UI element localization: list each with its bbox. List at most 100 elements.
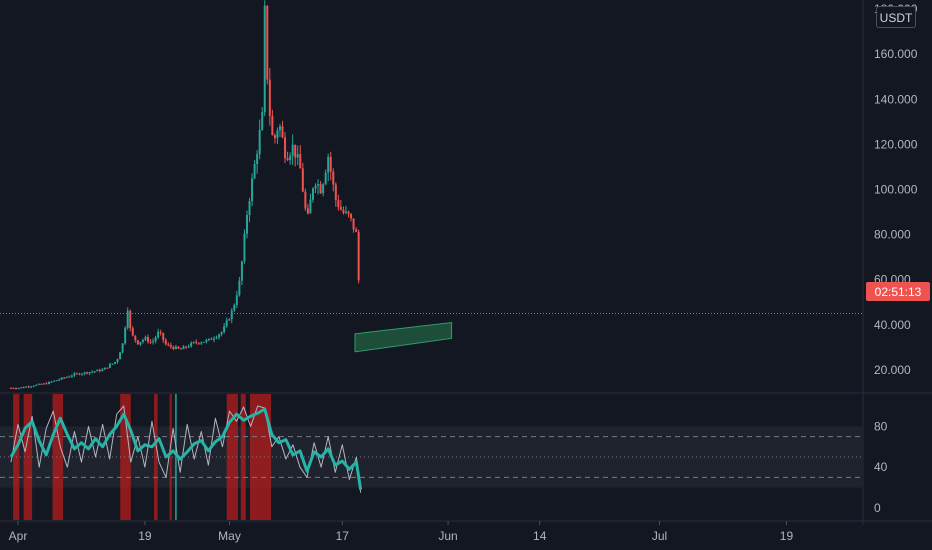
candle-body (322, 184, 325, 194)
time-tick-label: Jun (438, 529, 457, 543)
candle-body (299, 154, 302, 169)
candle-body (243, 233, 246, 262)
candle-body (314, 185, 317, 189)
candle-body (268, 79, 271, 116)
time-tick-label: Apr (9, 529, 28, 543)
candle-body (111, 363, 114, 365)
candle-body (96, 369, 99, 372)
target-zone-box[interactable] (354, 321, 453, 353)
countdown-badge: 02:51:13 (866, 282, 930, 301)
candle-body (75, 373, 78, 375)
candle-body (86, 372, 89, 374)
candle-body (192, 341, 195, 343)
candle-body (159, 331, 162, 333)
candle-body (9, 387, 12, 389)
time-tick-label: 17 (336, 529, 350, 543)
candle-body (195, 341, 198, 343)
candle-body (179, 348, 182, 350)
candle-body (40, 383, 43, 385)
candle-body (215, 337, 218, 339)
time-tick-label: 19 (780, 529, 794, 543)
candle-body (337, 199, 340, 208)
quote-currency-badge[interactable]: USDT (876, 6, 916, 28)
price-tick-label: 160.000 (874, 47, 918, 61)
rsi-line (9, 407, 363, 490)
candle-body (182, 346, 185, 350)
candle-body (68, 376, 71, 378)
candle-body (281, 126, 284, 138)
candle-body (342, 209, 345, 213)
candle-body (119, 352, 122, 360)
candle-body (101, 369, 104, 372)
rsi-indicator-pane[interactable] (0, 394, 862, 520)
candle-body (207, 338, 210, 341)
candle-body (332, 171, 335, 185)
candle-body (20, 387, 23, 389)
candle-body (197, 342, 200, 344)
candle-body (273, 135, 276, 139)
rsi-axis: 0 40 80 (874, 419, 888, 515)
candle-body (200, 342, 203, 344)
price-tick-label: 100.000 (874, 183, 918, 197)
time-tick-label: May (218, 529, 241, 543)
candle-body (238, 280, 241, 296)
candle-body (258, 129, 261, 155)
candle-body (324, 172, 327, 185)
candle-body (126, 310, 129, 328)
price-tick-label: 140.000 (874, 92, 918, 106)
time-tick-label: Jul (652, 529, 667, 543)
candle-body (327, 156, 330, 173)
candlestick-series (9, 0, 360, 390)
candle-body (240, 261, 243, 281)
candle-body (114, 361, 117, 364)
candle-body (83, 372, 86, 374)
price-tick-label: 80.000 (874, 228, 911, 242)
candle-body (162, 332, 165, 340)
candle-body (334, 184, 337, 200)
candle-body (93, 371, 96, 373)
candle-body (235, 295, 238, 305)
candle-body (220, 332, 223, 335)
price-tick-label: 120.000 (874, 137, 918, 151)
candle-body (177, 346, 180, 349)
candle-body (144, 337, 147, 340)
candle-body (296, 154, 299, 158)
time-axis[interactable]: Apr 19 May 17 Jun 14 Jul 19 (9, 521, 794, 543)
countdown-badge-bg (866, 282, 930, 301)
candle-body (218, 334, 221, 338)
rsi-tick-label: 80 (874, 419, 888, 433)
candle-body (245, 215, 248, 234)
candle-body (42, 383, 45, 385)
candle-body (230, 310, 233, 320)
candle-body (190, 342, 193, 347)
candle-body (55, 380, 58, 382)
candle-body (65, 376, 68, 378)
candle-body (108, 364, 111, 368)
candle-body (32, 385, 35, 387)
candle-body (63, 377, 66, 379)
candle-body (256, 154, 259, 164)
candle-body (48, 381, 51, 385)
candle-body (263, 5, 266, 113)
candle-body (251, 178, 254, 202)
candle-body (174, 346, 177, 349)
candle-body (271, 115, 274, 136)
candle-body (352, 218, 355, 230)
price-pane[interactable] (0, 0, 863, 390)
candle-body (70, 375, 73, 377)
candle-body (124, 327, 127, 344)
candle-body (289, 155, 292, 160)
candle-body (210, 338, 213, 340)
candle-body (169, 344, 172, 347)
candle-body (134, 335, 137, 341)
candle-body (311, 188, 314, 200)
candle-body (73, 373, 76, 376)
candle-body (187, 346, 190, 348)
candle-body (129, 310, 132, 329)
candle-body (60, 377, 63, 380)
candle-body (25, 386, 28, 388)
candle-body (304, 191, 307, 209)
candle-body (22, 387, 25, 389)
candle-body (121, 343, 124, 353)
